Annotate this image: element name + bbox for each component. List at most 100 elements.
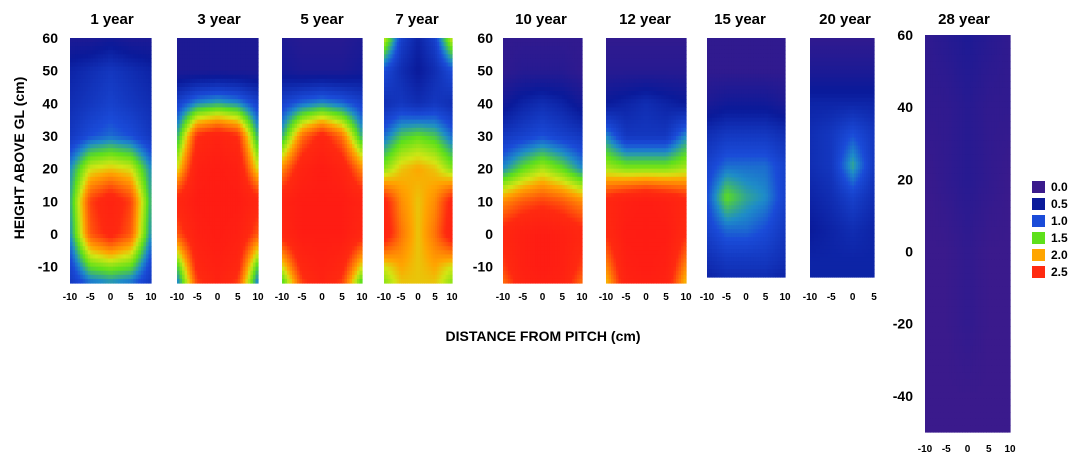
heat-cell <box>140 205 145 211</box>
heat-cell <box>289 152 293 158</box>
heat-cell <box>72 217 76 223</box>
heat-cell <box>145 156 150 162</box>
heat-cell <box>179 140 183 145</box>
heat-cell <box>97 209 101 215</box>
heat-cell <box>342 107 346 113</box>
heat-cell <box>100 205 104 211</box>
heat-cell <box>247 103 252 109</box>
heat-cell <box>237 205 241 211</box>
heat-cell <box>194 46 198 51</box>
heat-cell <box>138 140 142 145</box>
heat-cell <box>337 127 341 133</box>
heat-cell <box>304 46 308 51</box>
heat-cell <box>255 270 259 276</box>
heat-cell <box>327 140 331 145</box>
heat-cell <box>123 131 127 137</box>
heat-cell <box>90 111 94 117</box>
heat-cell <box>138 152 142 158</box>
heat-cell <box>237 123 241 129</box>
heat-cell <box>237 115 241 121</box>
heat-cell <box>140 238 145 243</box>
heat-cell <box>85 209 89 215</box>
heat-cell <box>324 50 328 55</box>
heat-cell <box>70 66 74 72</box>
heat-cell <box>312 87 316 92</box>
heat-cell <box>90 95 94 100</box>
heat-cell <box>202 246 206 251</box>
heat-cell <box>177 119 181 125</box>
heat-cell <box>327 62 331 68</box>
heat-cell <box>252 74 257 80</box>
heat-cell <box>197 270 201 276</box>
heat-cell <box>237 168 241 174</box>
heat-cell <box>182 217 186 223</box>
heat-cell <box>352 152 356 158</box>
heat-cell <box>252 234 257 239</box>
heat-cell <box>235 136 239 141</box>
heat-cell <box>352 119 356 125</box>
heat-cell <box>357 99 361 104</box>
heat-cell <box>319 99 323 104</box>
heat-cell <box>292 103 296 109</box>
heat-cell <box>115 266 119 272</box>
heat-cell <box>82 82 86 88</box>
heat-cell <box>242 197 246 202</box>
heat-cell <box>309 107 313 113</box>
heat-cell <box>113 148 117 153</box>
heat-cell <box>128 205 132 211</box>
heat-cell <box>220 229 224 235</box>
heat-cell <box>202 152 206 158</box>
heat-cell <box>235 185 239 190</box>
heat-cell <box>70 140 74 145</box>
heat-cell <box>222 278 226 284</box>
heat-cell <box>80 180 84 186</box>
heat-cell <box>133 217 137 223</box>
heat-cell <box>252 172 257 178</box>
heat-cell <box>72 107 76 113</box>
heat-cell <box>92 111 96 117</box>
heat-cell <box>125 278 129 284</box>
heat-cell <box>125 221 129 227</box>
heat-cell <box>255 278 259 284</box>
heat-cell <box>220 66 224 72</box>
heat-cell <box>299 168 303 174</box>
heat-cell <box>182 82 186 88</box>
heat-cell <box>82 152 86 158</box>
heat-cell <box>194 152 198 158</box>
heat-cell <box>319 66 323 72</box>
heat-cell <box>347 152 351 158</box>
heat-cell <box>189 160 193 166</box>
heat-cell <box>85 229 89 235</box>
heat-cell <box>189 136 193 141</box>
heat-cell <box>252 131 257 137</box>
heat-cell <box>230 185 234 190</box>
heat-cell <box>312 172 316 178</box>
heat-cell <box>120 99 124 104</box>
heat-cell <box>337 82 341 88</box>
heat-cell <box>245 278 249 284</box>
heat-cell <box>222 74 226 80</box>
heat-cell <box>342 87 346 92</box>
heat-cell <box>324 136 328 141</box>
heat-cell <box>225 193 229 198</box>
heat-cell <box>125 123 129 129</box>
heat-cell <box>232 278 236 284</box>
heat-cell <box>143 217 147 223</box>
heat-cell <box>145 254 150 260</box>
heat-cell <box>85 54 89 60</box>
heat-cell <box>97 274 101 280</box>
heat-cell <box>179 185 183 190</box>
heat-cell <box>220 201 224 207</box>
heat-cell <box>128 185 132 190</box>
heat-cell <box>143 160 147 166</box>
heat-cell <box>347 160 351 166</box>
heat-cell <box>179 115 183 121</box>
heat-cell <box>100 238 104 243</box>
heat-cell <box>80 38 84 43</box>
heat-cell <box>192 70 196 76</box>
heat-cell <box>250 123 254 129</box>
heat-cell <box>247 229 252 235</box>
heat-cell <box>100 258 104 264</box>
heat-cell <box>77 160 81 166</box>
heat-cell <box>230 168 234 174</box>
